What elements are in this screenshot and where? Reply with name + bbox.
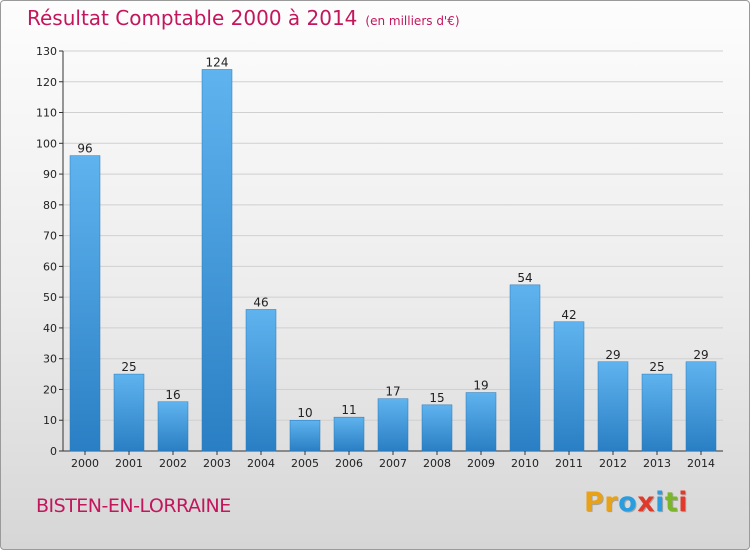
x-tick-label: 2009 [467,457,495,470]
x-tick-label: 2008 [423,457,451,470]
x-tick-label: 2012 [599,457,627,470]
bar [377,398,409,452]
bar-value-label: 10 [297,406,312,420]
bar [333,416,365,452]
x-tick-label: 2006 [335,457,363,470]
bar-value-label: 17 [385,385,400,399]
y-tick-label: 30 [43,353,57,366]
logo-letter: P [584,487,605,518]
x-tick-label: 2003 [203,457,231,470]
y-tick-label: 10 [43,414,57,427]
y-tick-label: 20 [43,383,57,396]
chart-title: Résultat Comptable 2000 à 2014 [27,6,358,30]
logo-letter: i [678,487,689,518]
y-tick-label: 130 [36,45,57,58]
commune-name: BISTEN-EN-LORRAINE [36,495,231,517]
bar [597,361,629,452]
bar [509,284,541,452]
bar [69,155,101,452]
logo-letter: o [618,487,638,518]
x-tick-label: 2001 [115,457,143,470]
y-tick-label: 40 [43,322,57,335]
bar [245,309,277,452]
x-tick-label: 2010 [511,457,539,470]
logo-letter: i [655,487,665,518]
bar-value-label: 15 [429,391,444,405]
bar [289,419,321,452]
bar [641,373,673,452]
logo-letter: r [604,487,619,518]
chart-unit: (en milliers d'€) [365,14,460,28]
proxiti-logo: Proxiti [584,487,688,518]
y-tick-label: 110 [36,107,57,120]
y-tick-label: 80 [43,199,57,212]
y-tick-label: 60 [43,260,57,273]
bar [113,373,145,452]
y-tick-label: 0 [50,445,57,458]
y-tick-label: 50 [43,291,57,304]
y-tick-label: 70 [43,230,57,243]
x-tick-label: 2007 [379,457,407,470]
bar [157,401,189,452]
x-tick-label: 2011 [555,457,583,470]
x-tick-label: 2002 [159,457,187,470]
x-tick-label: 2005 [291,457,319,470]
bar-value-label: 11 [341,403,356,417]
bar-value-label: 96 [77,142,92,156]
bar-value-label: 124 [206,55,229,69]
y-tick-label: 90 [43,168,57,181]
bar-value-label: 25 [649,360,664,374]
bar [465,392,497,452]
bar [553,321,585,452]
x-tick-label: 2013 [643,457,671,470]
bar-value-label: 29 [605,348,620,362]
bar-value-label: 16 [165,388,180,402]
chart-title-block: Résultat Comptable 2000 à 2014 (en millie… [27,6,460,30]
logo-letter: t [664,487,679,518]
bar-value-label: 25 [121,360,136,374]
bar-value-label: 29 [693,348,708,362]
bar [421,404,453,452]
x-tick-label: 2000 [71,457,99,470]
bar [685,361,717,452]
bar [201,69,233,452]
bar-value-label: 19 [473,379,488,393]
logo-letter: x [637,487,656,518]
y-tick-label: 120 [36,76,57,89]
y-tick-label: 100 [36,137,57,150]
bar-value-label: 42 [561,308,576,322]
x-tick-label: 2004 [247,457,275,470]
bar-value-label: 46 [253,295,268,309]
bar-value-label: 54 [517,271,532,285]
x-tick-label: 2014 [687,457,715,470]
